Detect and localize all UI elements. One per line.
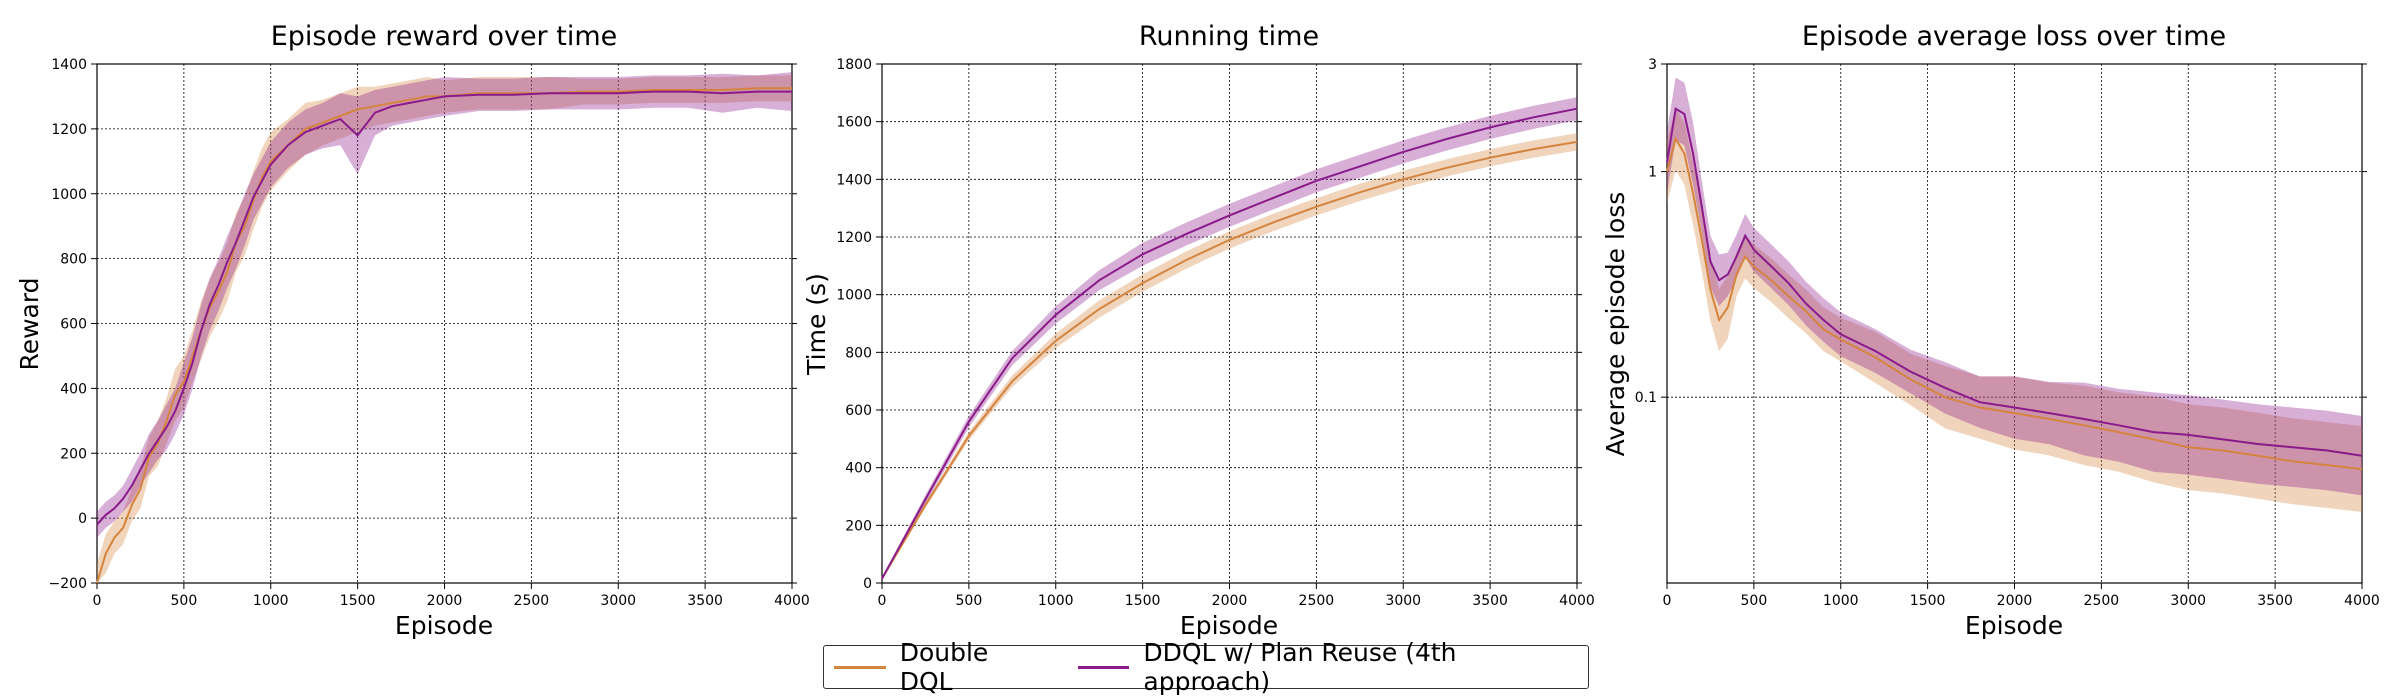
tick-layer: 0 500 1000 1500 2000 2500 3000 3500 4000 −200 0 200… <box>49 57 810 609</box>
series-line-1 <box>881 107 1578 580</box>
y-tick-label: 200 <box>60 446 87 462</box>
x-tick-label: 500 <box>1741 593 1768 609</box>
x-tick-label: 500 <box>956 593 983 609</box>
x-tick-label: 2000 <box>427 593 463 609</box>
x-tick-label: 1500 <box>340 593 376 609</box>
series-band-1 <box>1667 77 2362 496</box>
panel-running-time: Running time Episode Time (s) 0 500 1000 15… <box>802 21 1595 640</box>
y-tick-label: 400 <box>845 461 872 477</box>
y-tick-label: 1600 <box>836 115 872 131</box>
x-tick-label: 0 <box>1663 593 1672 609</box>
y-tick-label: −200 <box>49 576 87 592</box>
legend-swatch-ddql-plan-reuse <box>1077 665 1130 669</box>
legend: Double DQL DDQL w/ Plan Reuse (4th appro… <box>823 638 1589 696</box>
x-tick-label: 2000 <box>1212 593 1248 609</box>
x-tick-label: 4000 <box>774 593 810 609</box>
y-tick-label: 600 <box>845 403 872 419</box>
y-tick-label: 1400 <box>51 57 87 73</box>
y-tick-label: 600 <box>60 317 87 333</box>
tick-layer: 0 500 1000 1500 2000 2500 3000 3500 4000 0 200 400 6… <box>836 57 1594 609</box>
series-line-1 <box>96 90 792 526</box>
x-tick-label: 3000 <box>1385 593 1421 609</box>
legend-swatch-double-dql <box>834 665 886 669</box>
chart-title: Running time <box>1139 21 1319 52</box>
x-tick-label: 1500 <box>1125 593 1161 609</box>
panel-loss: Episode average loss over time Episode A… <box>1601 21 2380 640</box>
x-axis-label: Episode <box>1180 611 1278 640</box>
panel-reward: Episode reward over time Episode Reward … <box>15 21 810 640</box>
legend-label: DDQL w/ Plan Reuse (4th approach) <box>1143 638 1457 696</box>
series-line-0 <box>881 140 1578 580</box>
tick-layer: 0 500 1000 1500 2000 2500 3000 3500 4000 0.1 1 3 <box>1635 57 2380 609</box>
x-tick-label: 0 <box>878 593 887 609</box>
x-axis-label: Episode <box>1965 611 2063 640</box>
x-tick-label: 3000 <box>600 593 636 609</box>
y-tick-label: 400 <box>60 381 87 397</box>
x-tick-label: 2500 <box>1299 593 1335 609</box>
x-tick-label: 1000 <box>253 593 289 609</box>
line-layer <box>1666 107 2363 471</box>
x-tick-label: 2000 <box>1997 593 2033 609</box>
y-tick-label: 0 <box>78 511 87 527</box>
y-tick-label: 1000 <box>836 288 872 304</box>
x-tick-label: 3500 <box>1472 593 1508 609</box>
chart-title: Episode reward over time <box>271 21 618 52</box>
y-axis-label: Reward <box>15 277 44 370</box>
legend-item-double-dql: Double DQL <box>834 638 1038 696</box>
y-tick-label: 1400 <box>836 172 872 188</box>
legend-label: Double DQL <box>899 638 989 696</box>
y-tick-label: 0.1 <box>1635 390 1657 406</box>
y-tick-label: 1200 <box>836 230 872 246</box>
x-tick-label: 0 <box>93 593 102 609</box>
x-tick-label: 500 <box>171 593 198 609</box>
y-tick-label: 1200 <box>51 122 87 138</box>
y-tick-label: 1000 <box>51 187 87 203</box>
y-tick-label: 0 <box>863 576 872 592</box>
y-tick-label: 800 <box>845 345 872 361</box>
line-layer <box>881 107 1578 580</box>
y-tick-label: 1800 <box>836 57 872 73</box>
x-tick-label: 1000 <box>1823 593 1859 609</box>
x-tick-label: 1500 <box>1910 593 1946 609</box>
x-tick-label: 3500 <box>687 593 723 609</box>
series-line-0 <box>1666 136 2363 471</box>
series-line-1 <box>1666 107 2363 457</box>
y-tick-label: 800 <box>60 252 87 268</box>
x-tick-label: 3500 <box>2257 593 2293 609</box>
x-tick-label: 3000 <box>2170 593 2206 609</box>
band-layer <box>1667 77 2362 512</box>
x-axis-label: Episode <box>395 611 493 640</box>
legend-item-ddql-plan-reuse: DDQL w/ Plan Reuse (4th approach) <box>1077 638 1558 696</box>
x-tick-label: 4000 <box>2344 593 2380 609</box>
x-tick-label: 2500 <box>2084 593 2120 609</box>
y-tick-label: 3 <box>1648 57 1657 73</box>
x-tick-label: 1000 <box>1038 593 1074 609</box>
y-tick-label: 1 <box>1648 165 1657 181</box>
y-axis-label: Time (s) <box>802 273 831 376</box>
chart-title: Episode average loss over time <box>1802 21 2226 52</box>
x-tick-label: 2500 <box>514 593 550 609</box>
series-band-0 <box>1667 107 2362 512</box>
line-layer <box>96 87 792 584</box>
y-axis-label: Average episode loss <box>1601 192 1630 457</box>
x-tick-label: 4000 <box>1559 593 1595 609</box>
y-tick-label: 200 <box>845 518 872 534</box>
